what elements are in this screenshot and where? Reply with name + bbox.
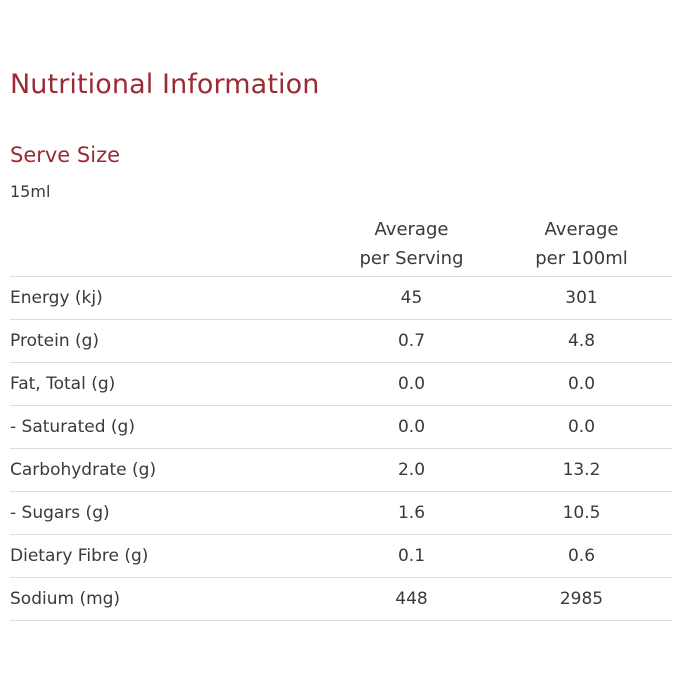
- header-per-100ml-line1: Average: [544, 219, 619, 240]
- nutrition-table: Average per Serving Average per 100ml En…: [10, 212, 672, 621]
- header-nutrient-blank: [10, 212, 332, 277]
- per-100ml-value: 301: [491, 276, 672, 320]
- per-serving-value: 0.0: [332, 362, 491, 406]
- nutrient-label: Fat, Total (g): [10, 362, 332, 406]
- per-100ml-value: 2985: [491, 577, 672, 621]
- table-row: - Saturated (g) 0.0 0.0: [10, 405, 672, 449]
- nutrient-label: Energy (kj): [10, 276, 332, 320]
- table-row: Carbohydrate (g) 2.0 13.2: [10, 448, 672, 492]
- table-row: - Sugars (g) 1.6 10.5: [10, 491, 672, 535]
- page-title: Nutritional Information: [10, 69, 320, 100]
- nutrient-label: - Sugars (g): [10, 491, 332, 535]
- per-serving-value: 0.1: [332, 534, 491, 578]
- per-serving-value: 0.0: [332, 405, 491, 449]
- header-per-serving-line1: Average: [374, 219, 449, 240]
- header-per-serving-line2: per Serving: [359, 248, 464, 269]
- header-per-100ml: Average per 100ml: [491, 212, 672, 277]
- per-serving-value: 1.6: [332, 491, 491, 535]
- table-row: Energy (kj) 45 301: [10, 276, 672, 320]
- nutrient-label: Dietary Fibre (g): [10, 534, 332, 578]
- per-serving-value: 448: [332, 577, 491, 621]
- per-100ml-value: 10.5: [491, 491, 672, 535]
- per-100ml-value: 4.8: [491, 319, 672, 363]
- table-row: Protein (g) 0.7 4.8: [10, 319, 672, 363]
- table-row: Fat, Total (g) 0.0 0.0: [10, 362, 672, 406]
- header-row: Average per Serving Average per 100ml: [10, 212, 672, 277]
- per-100ml-value: 0.0: [491, 362, 672, 406]
- serve-size-heading: Serve Size: [10, 143, 121, 167]
- per-100ml-value: 0.6: [491, 534, 672, 578]
- serve-size-value: 15ml: [10, 182, 51, 201]
- per-100ml-value: 13.2: [491, 448, 672, 492]
- nutrient-label: - Saturated (g): [10, 405, 332, 449]
- nutrient-label: Carbohydrate (g): [10, 448, 332, 492]
- table-row: Sodium (mg) 448 2985: [10, 577, 672, 621]
- per-serving-value: 45: [332, 276, 491, 320]
- per-serving-value: 2.0: [332, 448, 491, 492]
- per-100ml-value: 0.0: [491, 405, 672, 449]
- table-body: Energy (kj) 45 301 Protein (g) 0.7 4.8 F…: [10, 276, 672, 621]
- per-serving-value: 0.7: [332, 319, 491, 363]
- table-header: Average per Serving Average per 100ml: [10, 212, 672, 277]
- header-per-100ml-line2: per 100ml: [535, 248, 628, 269]
- header-per-serving: Average per Serving: [332, 212, 491, 277]
- nutrient-label: Sodium (mg): [10, 577, 332, 621]
- table-row: Dietary Fibre (g) 0.1 0.6: [10, 534, 672, 578]
- nutrient-label: Protein (g): [10, 319, 332, 363]
